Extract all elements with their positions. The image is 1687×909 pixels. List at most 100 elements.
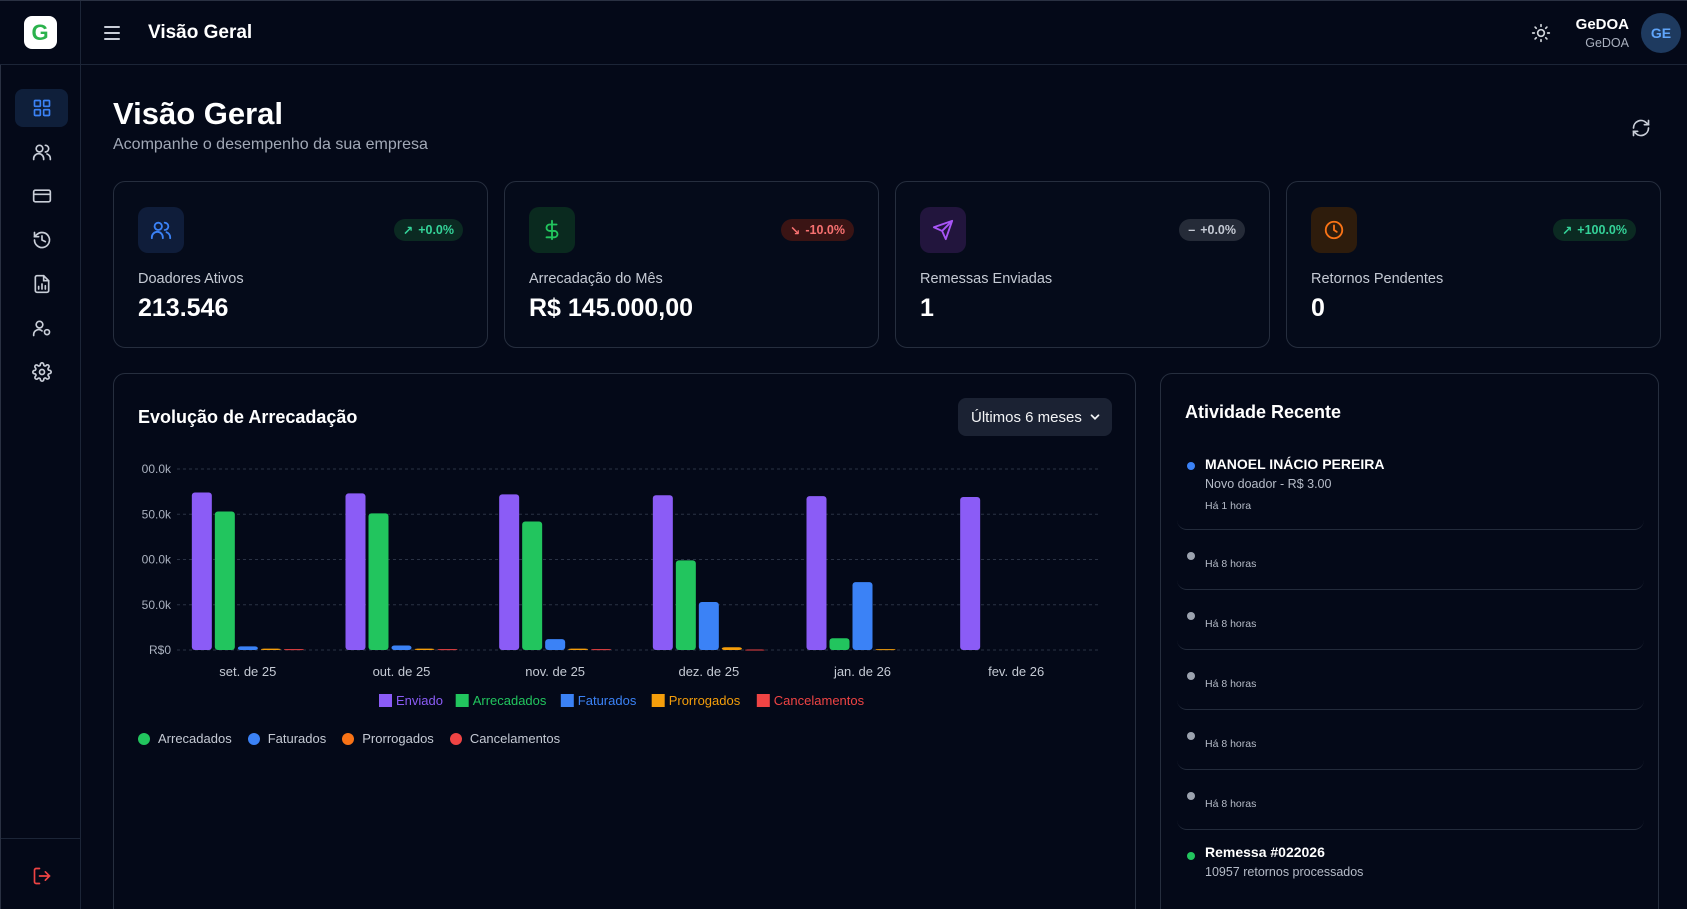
activity-item[interactable]: Há 8 horas [1177, 590, 1644, 650]
legend-item-prorrogados[interactable]: Prorrogados [342, 731, 434, 746]
bar-enviado [191, 492, 212, 650]
sidebar [0, 65, 81, 909]
sun-icon [1531, 23, 1550, 42]
sidebar-item-user-settings[interactable] [15, 309, 68, 347]
bar-enviado [960, 497, 981, 650]
trend-up-icon: ↗ [402, 223, 414, 238]
logout-button[interactable] [15, 857, 68, 895]
activity-name: MANOEL INÁCIO PEREIRA [1205, 456, 1385, 472]
chevron-down-icon [1090, 414, 1100, 420]
x-tick-label: nov. de 25 [525, 664, 585, 679]
period-select[interactable]: Últimos 6 meses [958, 398, 1112, 436]
legend-label: Enviado [396, 693, 443, 708]
legend-item-arrecadados[interactable]: Arrecadados [138, 731, 232, 746]
bar-enviado [806, 496, 827, 650]
revenue-bar-chart: R$0 50.0k 00.0k 50.0k 00.0k set. de 25 out. de… [142, 462, 1099, 708]
gear-icon [31, 362, 52, 382]
sidebar-item-settings[interactable] [15, 353, 68, 391]
dollar-icon [545, 219, 559, 241]
stat-card-returns: ↗ +100.0% Retornos Pendentes 0 [1286, 181, 1661, 348]
legend-swatch [379, 694, 392, 707]
theme-toggle-button[interactable] [1526, 18, 1556, 48]
bar-cancelamentos [437, 649, 458, 651]
sidebar-item-history[interactable] [15, 221, 68, 259]
bar-faturados [698, 602, 719, 650]
user-info[interactable]: GeDOA GeDOA [1576, 16, 1629, 50]
activity-time: Há 8 horas [1205, 618, 1257, 630]
legend-item-cancelamentos[interactable]: Cancelamentos [449, 731, 561, 746]
activity-dot [1187, 462, 1195, 470]
trend-value: +0.0% [418, 223, 454, 237]
trend-value: +0.0% [1200, 223, 1236, 237]
status-legend: Arrecadados Faturados Prorrogados Cancel… [138, 731, 560, 746]
menu-toggle-button[interactable] [104, 21, 128, 45]
top-header: G Visão Geral GeDOA GeDOA GE [0, 0, 1687, 65]
stat-value: R$ 145.000,00 [529, 294, 694, 322]
bar-prorrogados [875, 649, 896, 651]
bar-cancelamentos [283, 649, 304, 651]
stat-icon-box [1311, 207, 1357, 253]
legend-swatch [651, 694, 665, 707]
activity-item[interactable]: Há 8 horas [1177, 530, 1644, 590]
credit-card-icon [32, 189, 51, 203]
sidebar-item-payments[interactable] [15, 177, 68, 215]
user-settings-icon [32, 320, 50, 337]
logo-letter: G [31, 19, 49, 45]
dashboard-icon [33, 99, 50, 117]
bar-arrecadados [829, 638, 850, 650]
activity-dot [1187, 612, 1195, 620]
user-org: GeDOA [1585, 35, 1629, 50]
activity-item[interactable]: Remessa #022026 10957 retornos processad… [1177, 830, 1644, 909]
legend-swatch [756, 694, 770, 707]
activity-item[interactable]: Há 8 horas [1177, 770, 1644, 830]
activity-item[interactable]: Há 8 horas [1177, 650, 1644, 710]
bar-faturados [237, 646, 258, 650]
y-tick-label: 50.0k [142, 507, 172, 521]
stat-value: 213.546 [138, 294, 229, 322]
sidebar-item-reports[interactable] [15, 265, 68, 303]
bar-prorrogados [260, 648, 281, 650]
activity-dot [1187, 732, 1195, 740]
legend-item-faturados[interactable]: Faturados [247, 731, 326, 746]
stat-icon-box [529, 207, 575, 253]
trend-badge: ↗ +0.0% [393, 219, 463, 241]
activity-item[interactable]: Há 8 horas [1177, 710, 1644, 770]
avatar[interactable]: GE [1641, 12, 1681, 53]
app-logo[interactable]: G [23, 16, 57, 49]
chart-title: Evolução de Arrecadação [138, 407, 358, 427]
sidebar-item-dashboard[interactable] [15, 89, 68, 127]
activity-desc: Novo doador - R$ 3.00 [1205, 477, 1332, 491]
trend-badge: – +0.0% [1179, 219, 1245, 241]
x-tick-label: dez. de 25 [678, 664, 739, 679]
bar-arrecadados [522, 521, 543, 650]
sidebar-item-donors[interactable] [15, 133, 68, 171]
page-title: Visão Geral [113, 96, 284, 131]
activity-time: Há 8 horas [1205, 678, 1257, 690]
x-tick-label: out. de 25 [373, 664, 431, 679]
send-icon [932, 219, 954, 241]
legend-label: Prorrogados [362, 731, 434, 746]
trend-up-icon: ↗ [1561, 223, 1573, 238]
trend-down-icon: ↘ [789, 223, 801, 238]
revenue-chart-card: Evolução de Arrecadação Últimos 6 meses … [113, 373, 1136, 909]
trend-value: +100.0% [1577, 223, 1627, 237]
user-name: GeDOA [1575, 15, 1629, 33]
sidebar-divider [1, 838, 81, 839]
stat-value: 0 [1311, 294, 1325, 322]
stat-card-revenue: ↘ -10.0% Arrecadação do Mês R$ 145.000,00 [504, 181, 879, 348]
activity-item[interactable]: MANOEL INÁCIO PEREIRA Novo doador - R$ 3… [1177, 442, 1644, 530]
legend-label: Cancelamentos [774, 693, 865, 708]
bar-arrecadados [675, 560, 696, 650]
trend-badge: ↗ +100.0% [1552, 219, 1636, 241]
legend-label: Cancelamentos [469, 731, 561, 746]
stat-label: Retornos Pendentes [1311, 271, 1444, 287]
activity-dot [1187, 552, 1195, 560]
refresh-button[interactable] [1627, 114, 1655, 142]
y-tick-label: 00.0k [142, 462, 172, 476]
y-tick-label: R$0 [149, 643, 171, 657]
bar-arrecadados [214, 511, 235, 650]
stat-label: Doadores Ativos [138, 271, 244, 287]
activity-dot [1187, 852, 1195, 860]
x-tick-label: jan. de 26 [833, 664, 891, 679]
clock-icon [1324, 220, 1344, 240]
